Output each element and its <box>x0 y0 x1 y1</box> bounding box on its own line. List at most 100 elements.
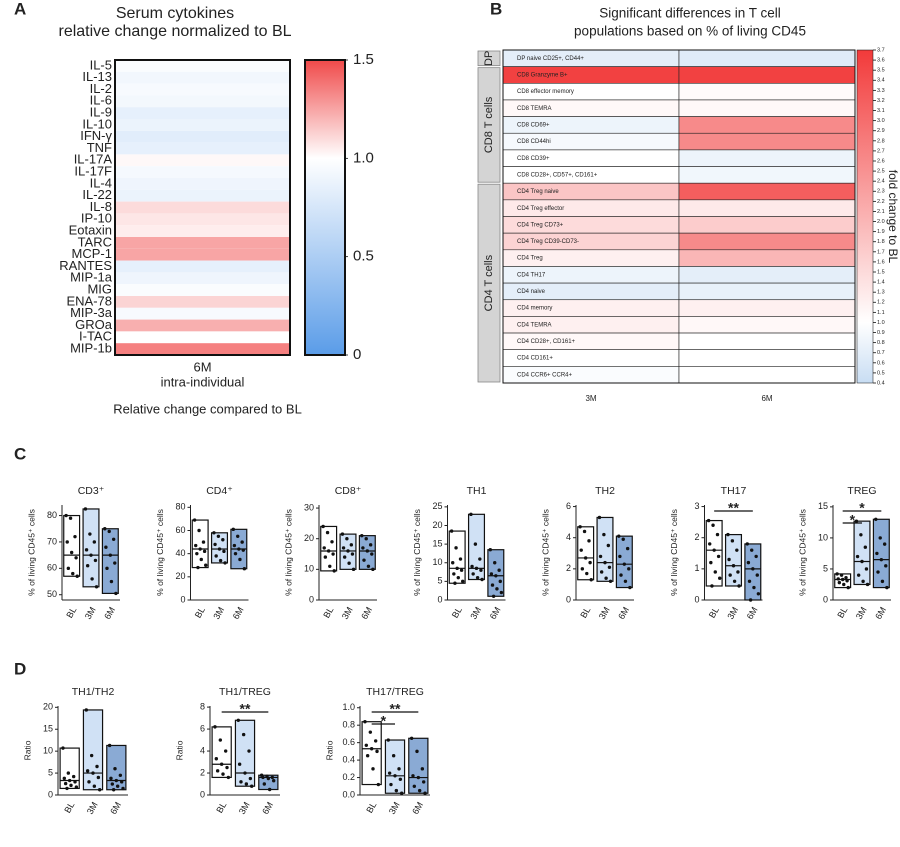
chart-subtitle: relative change normalized to BL <box>58 23 291 40</box>
data-point <box>495 587 499 591</box>
y-tick-label: 10 <box>818 532 828 542</box>
data-point <box>218 558 223 563</box>
row-label: IL-22 <box>82 187 112 202</box>
x-tick-label: 3M <box>237 800 252 816</box>
data-point <box>231 527 235 532</box>
heatmap-cell <box>115 307 290 320</box>
colorbar-tick-label: 3.4 <box>877 78 885 84</box>
y-axis-label: % of living CD45⁺ cells <box>155 509 165 596</box>
data-point <box>194 543 198 548</box>
y-tick-label: 0.0 <box>342 789 355 799</box>
data-point <box>884 564 888 568</box>
data-point <box>420 767 425 771</box>
x-axis-label: intra-individual <box>161 374 245 389</box>
data-point <box>727 557 731 562</box>
data-point <box>321 524 325 529</box>
heatmap-cell <box>115 107 290 119</box>
panel-label: B <box>490 0 502 18</box>
data-point <box>94 585 99 589</box>
data-point <box>371 567 375 572</box>
heatmap-cell <box>678 83 856 101</box>
data-point <box>387 771 392 775</box>
data-point <box>746 560 751 565</box>
data-point <box>391 754 396 758</box>
colorbar-tick-label: 2.6 <box>877 158 885 164</box>
heatmap-cell <box>678 349 856 367</box>
colorbar-tick-label: 1.4 <box>877 280 885 286</box>
y-tick-label: 4 <box>200 745 205 755</box>
row-label: CD4 memory <box>517 306 552 312</box>
data-point <box>499 590 504 595</box>
y-tick-label: 30 <box>304 502 314 512</box>
colorbar-tick-label: 2.2 <box>877 199 885 205</box>
data-point <box>121 786 125 791</box>
data-point <box>111 537 116 542</box>
range-bar <box>744 543 762 601</box>
chart-title: CD8⁺ <box>335 485 362 497</box>
data-point <box>876 570 880 574</box>
data-point <box>340 532 345 536</box>
chart-title: Serum cytokines <box>116 5 234 22</box>
data-point <box>458 557 463 561</box>
data-point <box>856 573 861 577</box>
data-point <box>730 539 735 543</box>
colorbar-tick-label: 3.7 <box>877 47 885 53</box>
heatmap-cell <box>678 199 856 217</box>
y-tick-label: 60 <box>47 563 57 573</box>
data-point <box>835 572 839 576</box>
x-tick-label: 3M <box>597 605 612 621</box>
data-point <box>718 576 722 580</box>
data-point <box>583 556 588 560</box>
colorbar-tick-label: 0.5 <box>353 248 374 265</box>
data-point <box>217 547 222 551</box>
data-point <box>409 736 414 740</box>
y-axis-label: Ratio <box>22 740 32 760</box>
row-label: CD4 TH17 <box>517 272 546 278</box>
data-point <box>195 551 199 556</box>
data-point <box>745 542 749 546</box>
data-point <box>95 764 99 769</box>
data-point <box>88 532 92 536</box>
range-bar <box>705 519 723 587</box>
data-point <box>238 557 242 562</box>
y-axis-label: % of living CD45⁺ cells <box>669 509 679 596</box>
data-point <box>845 579 849 583</box>
range-bar <box>63 514 81 577</box>
data-point <box>267 787 272 792</box>
data-point <box>104 545 108 549</box>
data-point <box>236 718 241 722</box>
data-point <box>342 555 347 559</box>
data-point <box>480 577 484 582</box>
colorbar-tick-label: 3.3 <box>877 88 885 94</box>
group-label: CD4 T cells <box>483 254 495 311</box>
significance-label: * <box>859 500 865 516</box>
data-point <box>61 746 65 750</box>
chart-title: TH1/TH2 <box>72 686 115 698</box>
x-tick-label: 3M <box>340 605 355 621</box>
data-point <box>204 563 208 567</box>
heatmap-cell <box>678 166 856 184</box>
heatmap-cell <box>115 343 290 355</box>
data-point <box>839 573 844 577</box>
chart-title: TH1 <box>467 485 487 497</box>
data-point <box>366 564 371 568</box>
y-tick-label: 10 <box>43 746 53 756</box>
y-tick-label: 70 <box>47 536 57 546</box>
data-point <box>214 757 219 761</box>
heatmap-cell <box>678 216 856 234</box>
data-point <box>755 573 759 577</box>
colorbar-tick-label: 3.6 <box>877 58 885 64</box>
row-label: CD4 Treg CD39-CD73- <box>517 239 579 245</box>
row-label: CD8 CD39+ <box>517 156 550 162</box>
data-point <box>325 530 330 535</box>
data-point <box>74 785 79 789</box>
data-point <box>87 780 91 784</box>
x-tick-label: BL <box>578 605 592 620</box>
data-point <box>415 749 419 754</box>
x-tick-label: 6M <box>873 605 888 621</box>
colorbar-tick-label: 0.7 <box>877 350 885 356</box>
y-tick-label: 0 <box>309 594 314 604</box>
column-label: 3M <box>585 394 596 403</box>
range-bar <box>615 535 633 589</box>
heatmap-cell <box>678 99 856 117</box>
